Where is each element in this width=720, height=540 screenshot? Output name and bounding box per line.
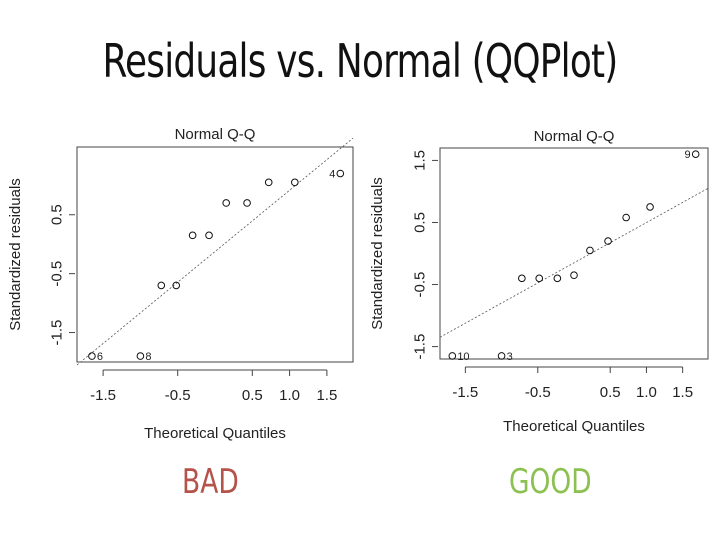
data-point-0-7 <box>243 199 251 207</box>
data-point-1-10 <box>691 150 700 159</box>
point-annotation-0-2: 4 <box>329 169 335 181</box>
x-tick-label-1-2: 0.5 <box>600 384 621 401</box>
reference-line-0 <box>76 137 354 366</box>
data-point-0-0 <box>88 352 96 360</box>
chart-title-0: Normal Q-Q <box>175 126 256 143</box>
data-point-0-3 <box>172 281 181 290</box>
data-point-1-9 <box>646 203 654 211</box>
data-point-1-4 <box>553 274 562 283</box>
y-tick-label-1-2: 0.5 <box>412 212 429 233</box>
data-point-0-10 <box>336 169 345 178</box>
good-label: GOOD <box>509 462 592 502</box>
x-tick-label-0-3: 1.0 <box>279 387 300 404</box>
point-annotation-1-2: 9 <box>685 149 691 161</box>
bad-label: BAD <box>182 462 239 502</box>
data-point-1-3 <box>535 274 544 283</box>
x-tick-label-0-4: 1.5 <box>316 387 337 404</box>
y-axis-label-1: Standardized residuals <box>369 177 386 330</box>
data-point-1-6 <box>586 246 594 255</box>
y-tick-label-1-0: -1.5 <box>412 334 429 360</box>
data-point-1-5 <box>570 271 578 280</box>
x-tick-label-1-4: 1.5 <box>672 384 693 401</box>
x-axis-label-0: Theoretical Quantiles <box>144 425 286 442</box>
chart-title-1: Normal Q-Q <box>534 128 615 145</box>
point-annotation-0-0: 6 <box>97 351 103 363</box>
y-tick-label-0-2: 0.5 <box>49 204 66 225</box>
point-annotation-0-1: 8 <box>145 351 151 363</box>
reference-line-1 <box>439 187 709 338</box>
x-tick-label-0-2: 0.5 <box>242 387 263 404</box>
x-tick-label-1-0: -1.5 <box>452 384 478 401</box>
data-point-0-9 <box>291 178 299 187</box>
x-axis-label-1: Theoretical Quantiles <box>503 418 645 435</box>
data-point-1-2 <box>518 274 526 283</box>
x-tick-label-1-3: 1.0 <box>636 384 657 401</box>
data-point-1-0 <box>448 352 457 360</box>
data-point-0-8 <box>264 178 273 187</box>
data-point-1-1 <box>497 352 506 360</box>
data-point-1-7 <box>604 237 612 245</box>
point-annotation-1-0: 10 <box>457 351 469 363</box>
plot-frame-1 <box>439 147 709 360</box>
x-tick-label-0-1: -0.5 <box>165 387 191 404</box>
y-tick-label-0-0: -1.5 <box>49 320 66 346</box>
data-point-0-4 <box>188 231 197 240</box>
y-tick-label-1-3: 1.5 <box>412 150 429 171</box>
x-tick-label-1-1: -0.5 <box>525 384 551 401</box>
data-point-0-2 <box>157 281 166 290</box>
data-point-0-1 <box>136 352 145 360</box>
y-tick-label-1-1: -0.5 <box>412 272 429 298</box>
slide-title: Residuals vs. Normal (QQPlot) <box>102 34 618 88</box>
x-tick-label-0-0: -1.5 <box>90 387 116 404</box>
y-axis-label-0: Standardized residuals <box>7 178 24 331</box>
data-point-0-6 <box>222 199 230 207</box>
data-point-0-5 <box>205 231 213 240</box>
y-tick-label-0-1: -0.5 <box>49 261 66 287</box>
data-point-1-8 <box>622 213 630 222</box>
plot-frame-0 <box>76 146 354 363</box>
point-annotation-1-1: 3 <box>507 351 513 363</box>
